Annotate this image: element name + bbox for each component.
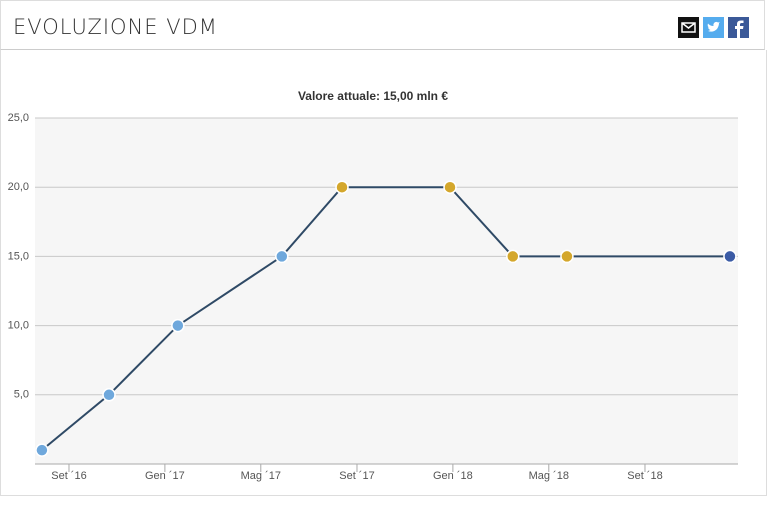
point-marker	[335, 180, 349, 194]
x-tick-label: Set ´16	[51, 470, 86, 482]
point-marker	[723, 249, 737, 264]
x-tick-label: Set ´17	[339, 470, 374, 482]
point-marker	[560, 249, 574, 264]
email-glyph	[681, 22, 696, 33]
y-tick-label: 20,0	[8, 181, 29, 193]
point-marker	[443, 180, 457, 194]
header: EVOLUZIONE VDM	[0, 0, 765, 50]
share-icons	[678, 17, 749, 38]
x-tick-label: Gen ´17	[145, 470, 185, 482]
point-marker	[102, 388, 116, 402]
x-tick-label: Mag ´18	[529, 470, 569, 482]
y-tick-label: 15,0	[8, 250, 29, 262]
x-tick-label: Gen ´18	[433, 470, 473, 482]
facebook-glyph	[735, 20, 744, 38]
point-marker	[35, 443, 49, 457]
x-tick-label: Set ´18	[627, 470, 662, 482]
x-tick-label: Mag ´17	[241, 470, 281, 482]
header-title: EVOLUZIONE VDM	[13, 15, 218, 39]
y-tick-label: 10,0	[8, 320, 29, 332]
chart-subtitle: Valore attuale: 15,00 mln €	[298, 89, 448, 103]
plot-area	[35, 118, 738, 464]
point-marker	[275, 249, 289, 264]
point-marker	[506, 249, 520, 264]
y-tick-label: 5,0	[14, 389, 29, 401]
point-marker	[171, 318, 185, 333]
y-tick-label: 25,0	[8, 112, 29, 124]
twitter-glyph	[707, 21, 720, 32]
